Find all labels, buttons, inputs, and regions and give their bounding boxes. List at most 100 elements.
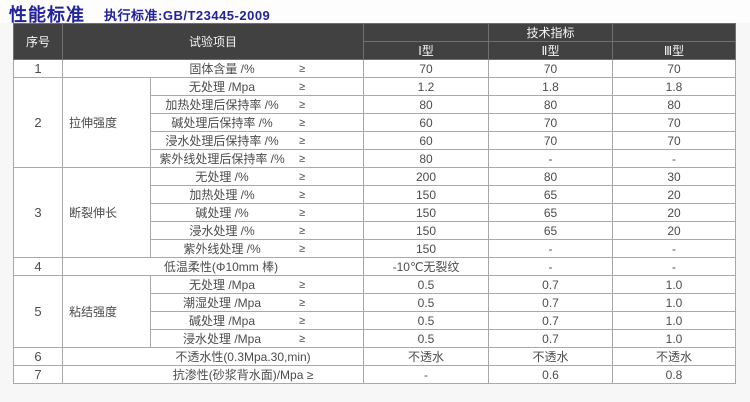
- test-item-label: 潮湿处理 /Mpa: [183, 296, 262, 310]
- value-cell-type-3: -: [612, 239, 737, 258]
- table-row: 紫外线处理后保持率 /% ≥80- -: [14, 149, 737, 168]
- value-cell-type-2: 80: [488, 167, 614, 186]
- value-cell-type-3: 20: [612, 185, 737, 204]
- value-cell-type-1: 0.5: [363, 311, 490, 330]
- test-item-cell: 浸水处理 /Mpa ≥: [149, 329, 365, 348]
- gte-symbol: ≥: [298, 62, 306, 75]
- value-cell-type-2: -: [488, 149, 614, 168]
- value-cell-type-1: 150: [363, 185, 490, 204]
- test-item-label: 碱处理后保持率 /%: [171, 116, 273, 130]
- category-cell: 断裂伸长: [62, 167, 151, 258]
- test-item-cell: 加热处理 /% ≥: [149, 185, 365, 204]
- test-item-label: 固体含量 /%: [189, 62, 255, 76]
- test-item-cell: 紫外线处理后保持率 /% ≥: [149, 149, 365, 168]
- value-cell-type-3: 1.0: [612, 293, 737, 312]
- value-cell-type-1: 150: [363, 203, 490, 222]
- value-cell-type-1: 80: [363, 149, 490, 168]
- gte-symbol: ≥: [298, 170, 306, 183]
- value-cell-type-2: 0.7: [488, 275, 614, 294]
- table-row: 6 不透水性(0.3Mpa.30,min) 不透水 不透水 不透水: [13, 347, 737, 366]
- value-cell-type-1: 不透水: [363, 347, 490, 366]
- test-item-label: 抗渗性(砂浆背水面)/Mpa ≥: [172, 368, 314, 382]
- test-item-label: 不透水性(0.3Mpa.30,min): [175, 350, 311, 364]
- value-cell-type-2: -: [488, 239, 614, 258]
- value-cell-type-2: 70: [488, 59, 614, 78]
- category-cell: 拉伸强度: [62, 77, 151, 168]
- value-cell-type-1: 150: [363, 221, 490, 240]
- serial-cell: 2: [13, 77, 63, 168]
- table-body: 1 固体含量 /% ≥70 70 70 2 拉伸强度 无处理 /Mpa ≥1.2 1.8 1.8 加热…: [13, 59, 737, 384]
- header-cell-empty-right: [612, 23, 737, 42]
- table-row: 碱处理 /% ≥150 65 20: [14, 203, 737, 222]
- table-row: 碱处理后保持率 /% ≥60 70 70: [14, 113, 737, 132]
- value-cell-type-3: -: [612, 149, 737, 168]
- value-cell-type-1: 0.5: [363, 275, 490, 294]
- header-cell-tech-indicator: 技术指标: [488, 23, 614, 42]
- test-item-label: 浸水处理 /Mpa: [183, 332, 262, 346]
- table-row: 2 拉伸强度 无处理 /Mpa ≥1.2 1.8 1.8: [13, 77, 737, 168]
- table-header: 序号 试验项目 技术指标 Ⅰ型 Ⅱ型 Ⅲ型: [13, 23, 737, 60]
- gte-symbol: ≥: [298, 188, 306, 201]
- gte-symbol: ≥: [298, 332, 306, 345]
- value-cell-type-1: -10℃无裂纹: [363, 257, 490, 276]
- table-row: 1 固体含量 /% ≥70 70 70: [13, 59, 737, 78]
- value-cell-type-3: 70: [612, 131, 737, 150]
- test-item-label: 无处理 /Mpa: [189, 278, 256, 292]
- value-cell-type-2: 0.6: [488, 365, 614, 384]
- value-cell-type-3: 30: [612, 167, 737, 186]
- table-row: 浸水处理后保持率 /% ≥60 70 70: [14, 131, 737, 150]
- value-cell-type-1: 1.2: [363, 77, 490, 96]
- gte-symbol: ≥: [298, 296, 306, 309]
- value-cell-type-2: -: [488, 257, 614, 276]
- test-item-label: 低温柔性(Φ10mm 棒): [163, 260, 279, 274]
- value-cell-type-1: 70: [363, 59, 490, 78]
- gte-symbol: ≥: [298, 152, 306, 165]
- value-cell-type-3: 1.0: [612, 311, 737, 330]
- value-cell-type-3: 1.0: [612, 329, 737, 348]
- test-item-label: 紫外线处理后保持率 /%: [159, 152, 285, 166]
- table-row: 5 粘结强度 无处理 /Mpa ≥0.5 0.7 1.0: [13, 275, 737, 348]
- test-item-cell: 无处理 /Mpa ≥: [149, 77, 365, 96]
- test-item-label: 浸水处理 /%: [189, 224, 255, 238]
- test-item-label: 无处理 /Mpa: [189, 80, 256, 94]
- test-item-cell: 无处理 /% ≥: [149, 167, 365, 186]
- value-cell-type-2: 0.7: [488, 293, 614, 312]
- header-cell-type-3: Ⅲ型: [612, 41, 737, 60]
- value-cell-type-1: 60: [363, 131, 490, 150]
- gte-symbol: ≥: [298, 206, 306, 219]
- serial-cell: 7: [13, 365, 63, 384]
- value-cell-type-2: 65: [488, 203, 614, 222]
- gte-symbol: ≥: [298, 80, 306, 93]
- performance-standard-table: 序号 试验项目 技术指标 Ⅰ型 Ⅱ型 Ⅲ型 1 固体含量 /% ≥70 70 70 2 拉伸…: [13, 23, 737, 384]
- header-cell-empty-left: [363, 23, 490, 42]
- test-item-cell: 碱处理后保持率 /% ≥: [149, 113, 365, 132]
- test-item-label: 浸水处理后保持率 /%: [165, 134, 279, 148]
- test-item-cell: 不透水性(0.3Mpa.30,min): [61, 347, 365, 366]
- value-cell-type-1: 200: [363, 167, 490, 186]
- value-cell-type-3: 70: [612, 113, 737, 132]
- table-row: 浸水处理 /% ≥150 65 20: [14, 221, 737, 240]
- table-row: 4 低温柔性(Φ10mm 棒) -10℃无裂纹 - -: [13, 257, 737, 276]
- value-cell-type-2: 70: [488, 113, 614, 132]
- value-cell-type-3: 不透水: [612, 347, 737, 366]
- header-cell-type-1: Ⅰ型: [363, 41, 490, 60]
- value-cell-type-2: 0.7: [488, 329, 614, 348]
- test-item-cell: 加热处理后保持率 /% ≥: [149, 95, 365, 114]
- test-item-label: 紫外线处理 /%: [183, 242, 261, 256]
- serial-cell: 6: [13, 347, 63, 366]
- serial-cell: 4: [13, 257, 63, 276]
- execution-standard-label: 执行标准:GB/T23445-2009: [104, 8, 271, 23]
- value-cell-type-1: 150: [363, 239, 490, 258]
- value-cell-type-3: 1.0: [612, 275, 737, 294]
- value-cell-type-2: 65: [488, 185, 614, 204]
- value-cell-type-3: 20: [612, 221, 737, 240]
- table-row: 3 断裂伸长 无处理 /% ≥200 80 30: [13, 167, 737, 258]
- value-cell-type-1: 0.5: [363, 293, 490, 312]
- gte-symbol: ≥: [298, 98, 306, 111]
- value-cell-type-3: 0.8: [612, 365, 737, 384]
- value-cell-type-2: 不透水: [488, 347, 614, 366]
- value-cell-type-1: 60: [363, 113, 490, 132]
- test-item-cell: 紫外线处理 /% ≥: [149, 239, 365, 258]
- value-cell-type-1: 80: [363, 95, 490, 114]
- value-cell-type-2: 80: [488, 95, 614, 114]
